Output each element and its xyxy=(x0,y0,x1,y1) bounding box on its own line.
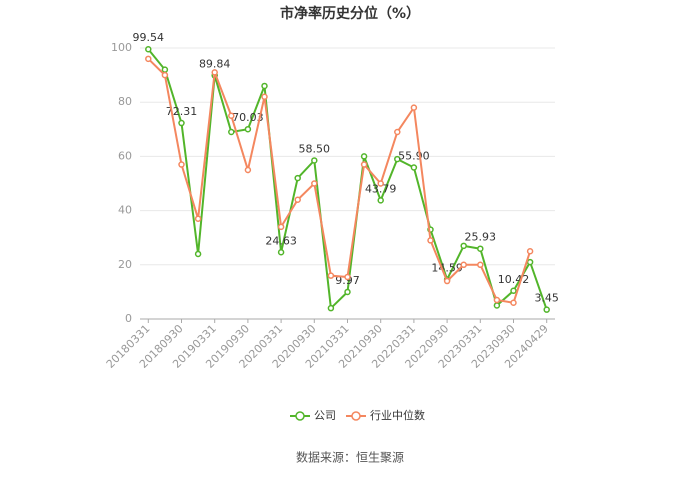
data-label: 58.50 xyxy=(299,142,331,155)
y-tick-label: 100 xyxy=(111,41,132,54)
data-point xyxy=(493,302,501,309)
data-label: 14.59 xyxy=(431,261,463,274)
data-point xyxy=(311,180,318,187)
data-point xyxy=(460,261,467,269)
legend-marker[interactable] xyxy=(351,411,361,421)
legend-label[interactable]: 行业中位数 xyxy=(370,408,425,422)
data-point xyxy=(294,196,301,204)
data-point xyxy=(194,215,202,222)
data-label: 3.45 xyxy=(534,292,559,305)
data-point xyxy=(477,245,484,252)
data-point xyxy=(244,166,252,174)
data-point xyxy=(311,157,318,164)
data-label: 43.79 xyxy=(365,182,397,195)
data-point xyxy=(543,306,550,313)
data-label: 10.42 xyxy=(498,273,530,286)
data-point xyxy=(460,242,467,250)
data-point xyxy=(344,288,351,296)
data-point xyxy=(410,164,418,171)
data-point xyxy=(161,71,169,79)
data-point xyxy=(360,161,368,168)
data-point xyxy=(377,180,384,187)
chart-title: 市净率历史分位（%） xyxy=(280,5,420,22)
y-tick-label: 20 xyxy=(118,258,132,271)
data-point xyxy=(161,66,169,73)
source: 数据来源：恒生聚源 xyxy=(296,450,404,465)
data-point xyxy=(261,93,268,101)
data-point xyxy=(294,174,301,182)
data-label: 24.63 xyxy=(265,234,297,247)
data-point xyxy=(261,82,268,90)
data-point xyxy=(344,273,351,281)
data-point xyxy=(178,119,185,127)
data-point xyxy=(228,112,235,119)
data-point xyxy=(327,272,335,279)
data-point xyxy=(145,55,152,63)
data-point xyxy=(427,237,434,244)
legend-label[interactable]: 公司 xyxy=(314,409,336,422)
data-label: 25.93 xyxy=(465,231,497,244)
data-point xyxy=(277,223,285,231)
data-label: 89.84 xyxy=(199,58,231,71)
data-point xyxy=(477,261,484,269)
data-point xyxy=(211,69,218,76)
data-label: 99.54 xyxy=(133,31,165,44)
data-point xyxy=(510,299,517,306)
data-point xyxy=(526,258,534,266)
data-point xyxy=(178,161,185,168)
data-point xyxy=(360,153,368,160)
data-label: 55.90 xyxy=(398,150,430,163)
data-point xyxy=(244,125,252,133)
y-tick-label: 80 xyxy=(118,95,132,108)
data-label: 72.31 xyxy=(166,105,198,118)
data-label: 70.03 xyxy=(232,111,264,124)
legend-marker[interactable] xyxy=(295,411,305,421)
data-point xyxy=(510,287,517,295)
data-point xyxy=(377,197,384,204)
data-point xyxy=(194,250,202,258)
data-point xyxy=(228,128,235,136)
data-point xyxy=(394,155,401,163)
data-point xyxy=(443,277,451,285)
data-point xyxy=(493,296,501,304)
y-tick-label: 0 xyxy=(125,312,132,325)
data-point xyxy=(327,304,335,312)
y-tick-label: 40 xyxy=(118,204,132,217)
data-point xyxy=(410,104,418,111)
data-point xyxy=(526,248,534,255)
data-point xyxy=(394,128,401,136)
y-tick-label: 60 xyxy=(118,149,132,162)
data-point xyxy=(277,249,285,256)
data-point xyxy=(145,45,152,53)
